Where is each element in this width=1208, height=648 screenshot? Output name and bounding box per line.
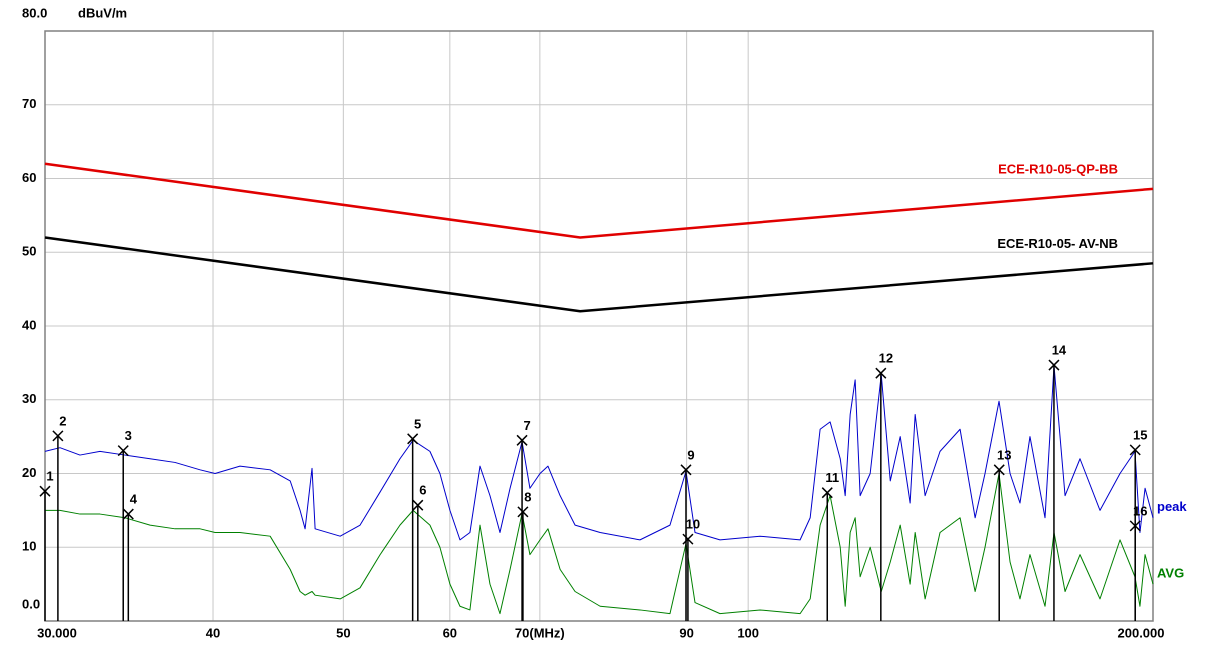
marker-label: 2 — [59, 413, 66, 428]
marker — [821, 487, 833, 499]
marker-label: 15 — [1133, 427, 1147, 442]
x-tick-label: 100 — [737, 625, 759, 640]
marker-label: 1 — [46, 469, 53, 484]
series-line — [44, 236, 1154, 313]
y-tick-label: 50 — [22, 244, 36, 259]
marker — [516, 434, 528, 446]
marker — [680, 464, 692, 476]
y-tick-label: 60 — [22, 170, 36, 185]
y-tick-label: 10 — [22, 539, 36, 554]
marker-label: 3 — [125, 428, 132, 443]
series-line — [44, 162, 1154, 239]
marker — [39, 485, 51, 497]
series-label: AVG — [1157, 566, 1184, 581]
x-tick-label: 60 — [443, 625, 457, 640]
marker — [412, 499, 424, 511]
marker — [117, 445, 129, 457]
series-label: ECE-R10-05- AV-NB — [997, 236, 1118, 251]
y-tick-label: 80.0 — [22, 5, 47, 20]
marker-label: 9 — [687, 447, 694, 462]
series-label: ECE-R10-05-QP-BB — [998, 161, 1118, 176]
y-tick-label: 70 — [22, 96, 36, 111]
marker-label: 5 — [414, 416, 421, 431]
y-unit: dBuV/m — [78, 5, 127, 20]
series-line — [44, 365, 1154, 541]
marker — [52, 430, 64, 442]
marker-label: 6 — [419, 483, 426, 498]
marker — [122, 508, 134, 520]
marker — [1129, 444, 1141, 456]
marker-label: 13 — [997, 447, 1011, 462]
series-line — [45, 473, 1154, 615]
series-label: peak — [1157, 499, 1187, 514]
marker-label: 12 — [879, 351, 893, 366]
x-tick-label: 30.000 — [37, 625, 77, 640]
marker — [682, 533, 694, 545]
marker — [1048, 359, 1060, 371]
y-tick-label: 20 — [22, 465, 36, 480]
y-tick-label: 0.0 — [22, 596, 40, 611]
x-tick-label: 90 — [679, 625, 693, 640]
marker-label: 10 — [686, 517, 700, 532]
x-tick-label: 70(MHz) — [515, 625, 565, 640]
plot-border — [44, 30, 1154, 622]
marker-label: 8 — [524, 489, 531, 504]
marker — [993, 464, 1005, 476]
y-tick-label: 30 — [22, 391, 36, 406]
x-tick-label: 50 — [336, 625, 350, 640]
marker-label: 7 — [523, 418, 530, 433]
marker — [407, 433, 419, 445]
marker-label: 14 — [1052, 343, 1067, 358]
x-tick-label: 40 — [206, 625, 220, 640]
marker-label: 16 — [1133, 503, 1147, 518]
x-tick-label: 200.000 — [1118, 625, 1165, 640]
y-tick-label: 40 — [22, 317, 36, 332]
marker — [517, 506, 529, 518]
marker — [875, 367, 887, 379]
marker — [1129, 520, 1141, 532]
marker-label: 11 — [825, 470, 839, 485]
marker-label: 4 — [130, 492, 138, 507]
